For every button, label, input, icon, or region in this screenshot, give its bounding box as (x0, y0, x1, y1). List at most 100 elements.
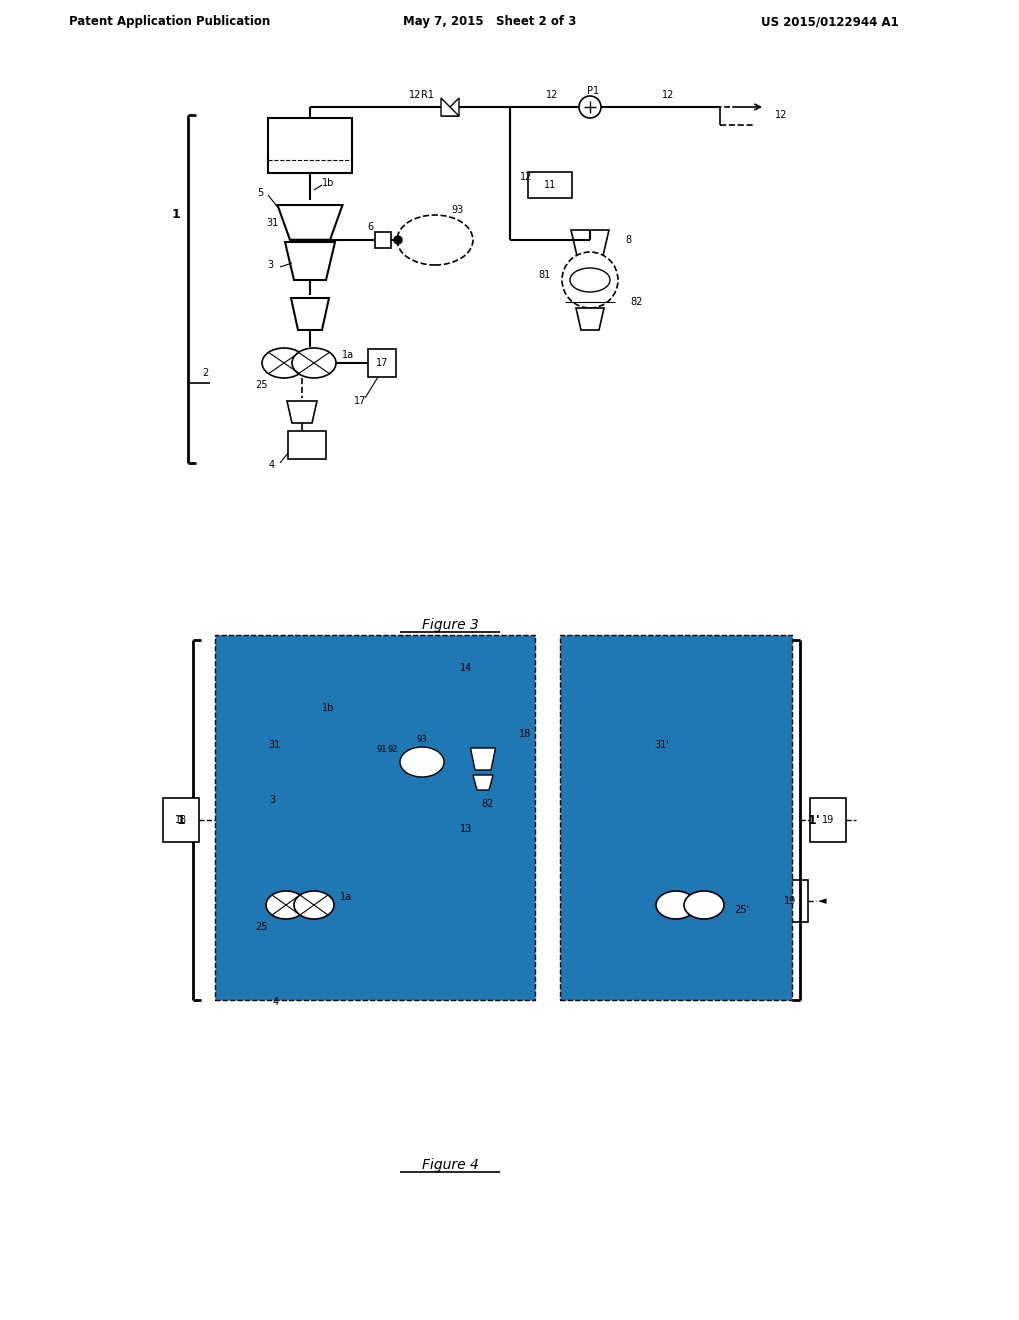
Circle shape (452, 733, 513, 792)
Text: Patent Application Publication: Patent Application Publication (69, 16, 270, 29)
Text: 8: 8 (625, 235, 631, 246)
Ellipse shape (655, 891, 695, 919)
Text: 81: 81 (538, 271, 550, 280)
Text: 12: 12 (545, 90, 557, 100)
Bar (289, 972, 326, 997)
Text: 11: 11 (543, 180, 555, 190)
Bar (268, 643, 352, 698)
Bar (771, 880, 807, 921)
Circle shape (579, 96, 600, 117)
Text: 25: 25 (256, 921, 268, 932)
Text: 25: 25 (256, 380, 268, 389)
Polygon shape (440, 98, 459, 116)
Bar (443, 656, 487, 680)
Text: 17: 17 (375, 358, 388, 368)
Circle shape (561, 252, 618, 308)
Bar (378, 755, 386, 770)
Text: 1b: 1b (322, 704, 334, 713)
Circle shape (465, 766, 500, 803)
Bar (163, 799, 199, 842)
Text: 19: 19 (784, 896, 796, 906)
Text: Figure 3: Figure 3 (421, 618, 478, 632)
Bar (268, 117, 352, 173)
Text: 4: 4 (269, 459, 275, 470)
Text: 31: 31 (268, 741, 280, 750)
Circle shape (393, 236, 401, 244)
Text: 1b: 1b (322, 178, 334, 187)
Text: 4: 4 (273, 997, 279, 1007)
Bar (528, 172, 572, 198)
Ellipse shape (570, 268, 609, 292)
Text: 93: 93 (451, 205, 464, 215)
Text: 12: 12 (409, 90, 421, 100)
Text: 6: 6 (367, 222, 373, 232)
Bar (809, 799, 845, 842)
Text: 12: 12 (661, 90, 674, 100)
Polygon shape (291, 838, 328, 870)
Polygon shape (285, 781, 333, 818)
Text: 31': 31' (654, 741, 668, 750)
Text: 18: 18 (519, 729, 531, 739)
Text: 3: 3 (267, 260, 273, 271)
Polygon shape (286, 401, 317, 422)
Bar (680, 972, 715, 997)
Text: 1': 1' (807, 813, 820, 826)
Ellipse shape (293, 891, 333, 919)
Bar (287, 432, 326, 459)
Text: ◄: ◄ (817, 896, 825, 906)
Bar (215, 635, 535, 1001)
Text: 3: 3 (269, 795, 275, 805)
Ellipse shape (684, 891, 723, 919)
Bar (559, 635, 791, 1001)
Text: P1: P1 (586, 86, 598, 96)
Text: 1a: 1a (339, 892, 352, 902)
Text: 25': 25' (734, 906, 748, 915)
Polygon shape (290, 939, 319, 961)
Text: 82: 82 (630, 297, 642, 308)
Ellipse shape (396, 215, 473, 265)
Text: US 2015/0122944 A1: US 2015/0122944 A1 (760, 16, 898, 29)
Polygon shape (668, 729, 731, 762)
Polygon shape (279, 729, 340, 762)
Polygon shape (440, 98, 459, 116)
Text: 82: 82 (481, 799, 493, 809)
Bar (445, 818, 485, 840)
Text: 2: 2 (202, 368, 208, 378)
Text: Figure 4: Figure 4 (421, 1158, 478, 1172)
Text: 14: 14 (460, 663, 472, 673)
Text: 5: 5 (257, 187, 263, 198)
Ellipse shape (291, 348, 335, 378)
Text: 1a: 1a (341, 350, 354, 360)
Text: 19: 19 (821, 814, 834, 825)
Text: 91: 91 (376, 746, 387, 755)
Polygon shape (473, 775, 492, 789)
Polygon shape (290, 298, 329, 330)
Polygon shape (681, 939, 708, 961)
Text: 13: 13 (174, 814, 186, 825)
Text: 1: 1 (171, 209, 179, 222)
Polygon shape (576, 308, 603, 330)
Ellipse shape (262, 348, 306, 378)
Text: 31: 31 (266, 218, 278, 228)
Polygon shape (470, 748, 495, 770)
Text: 12: 12 (774, 110, 787, 120)
Text: May 7, 2015   Sheet 2 of 3: May 7, 2015 Sheet 2 of 3 (403, 16, 576, 29)
Polygon shape (277, 205, 342, 240)
Polygon shape (682, 838, 717, 870)
Polygon shape (571, 230, 608, 257)
Text: 1: 1 (176, 813, 184, 826)
Ellipse shape (399, 747, 443, 777)
Bar (657, 643, 741, 698)
Text: 17: 17 (354, 396, 366, 407)
Bar (375, 232, 390, 248)
Text: 13: 13 (460, 824, 472, 834)
Text: 93: 93 (417, 735, 427, 744)
Text: R1: R1 (421, 90, 434, 100)
Text: 12: 12 (520, 172, 532, 182)
Polygon shape (676, 781, 723, 818)
Bar (388, 755, 397, 770)
Polygon shape (284, 242, 334, 280)
Ellipse shape (266, 891, 306, 919)
Bar (368, 348, 395, 378)
Text: 92: 92 (387, 746, 397, 755)
